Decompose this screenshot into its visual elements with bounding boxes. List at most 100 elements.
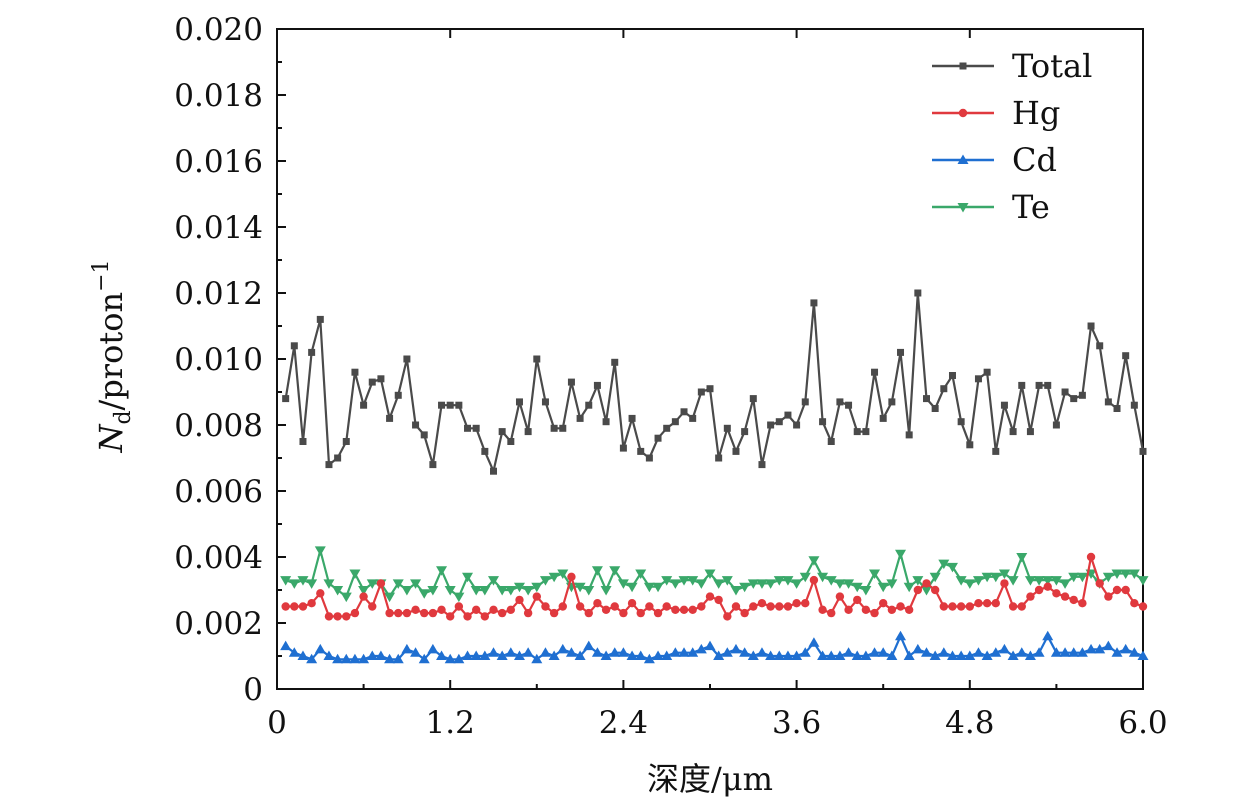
- x-axis-title: 深度/μm: [647, 760, 773, 798]
- data-point-hg: [463, 612, 472, 621]
- data-point-total: [871, 368, 879, 376]
- data-point-cd: [1016, 647, 1028, 657]
- data-point-te: [280, 576, 292, 586]
- data-point-hg: [446, 612, 455, 621]
- data-point-te: [453, 592, 465, 603]
- data-point-hg: [679, 605, 689, 614]
- data-point-te: [869, 569, 881, 579]
- data-point-hg: [801, 599, 810, 608]
- data-point-total: [342, 438, 350, 445]
- data-point-total: [619, 444, 627, 452]
- data-point-te: [817, 572, 829, 583]
- data-point-hg: [636, 608, 645, 618]
- data-point-te: [323, 579, 335, 589]
- data-point-te: [427, 586, 439, 596]
- data-point-cd: [990, 647, 1002, 657]
- series-total: [282, 289, 1147, 475]
- series-line-te: [285, 549, 1144, 598]
- data-point-cd: [869, 647, 881, 657]
- data-point-total: [420, 431, 428, 439]
- data-point-te: [635, 569, 647, 579]
- data-point-te: [1024, 576, 1036, 586]
- data-point-cd: [609, 647, 621, 657]
- data-point-total: [394, 391, 402, 399]
- data-point-te: [903, 582, 915, 593]
- data-point-cd: [1102, 640, 1114, 651]
- data-point-hg: [316, 589, 325, 598]
- data-point-cd: [392, 653, 404, 664]
- data-point-hg: [1000, 579, 1009, 588]
- data-point-total: [992, 447, 1000, 455]
- data-point-cd: [332, 653, 344, 664]
- data-point-cd: [548, 650, 560, 660]
- data-point-cd: [730, 643, 742, 654]
- data-point-hg: [489, 605, 498, 614]
- legend-label: Cd: [1012, 141, 1057, 179]
- data-point-total: [637, 447, 645, 455]
- data-point-total: [706, 385, 714, 393]
- data-point-cd: [964, 650, 976, 660]
- data-point-total: [403, 355, 411, 363]
- data-point-cd: [895, 630, 907, 641]
- data-point-te: [946, 562, 958, 573]
- data-point-te: [825, 576, 837, 586]
- data-point-total: [1052, 421, 1060, 429]
- data-point-cd: [531, 653, 543, 664]
- data-point-te: [782, 576, 794, 586]
- data-point-te: [643, 582, 655, 593]
- data-point-cd: [384, 653, 396, 664]
- data-point-cd: [297, 650, 309, 660]
- data-point-cd: [375, 650, 387, 660]
- data-point-total: [290, 342, 298, 350]
- data-point-hg: [1043, 582, 1052, 591]
- data-point-te: [990, 572, 1002, 583]
- data-point-cd: [401, 643, 413, 654]
- data-point-cd: [799, 647, 811, 657]
- data-point-hg: [835, 592, 845, 601]
- data-point-total: [897, 348, 905, 356]
- data-point-total: [1130, 401, 1138, 409]
- data-point-hg: [307, 599, 316, 608]
- x-tick-label: 0: [267, 705, 287, 741]
- data-point-total: [879, 414, 887, 422]
- data-point-cd: [643, 653, 655, 664]
- data-point-total: [966, 441, 974, 449]
- data-point-hg: [480, 612, 490, 621]
- data-point-cd: [1007, 650, 1019, 660]
- y-tick-label: 0.004: [174, 540, 263, 576]
- data-point-cd: [453, 653, 465, 664]
- data-point-te: [1068, 572, 1080, 583]
- data-point-cd: [998, 643, 1010, 654]
- data-point-hg: [939, 602, 949, 611]
- data-point-hg: [662, 602, 671, 611]
- data-point-total: [836, 398, 844, 406]
- data-point-te: [444, 586, 456, 596]
- data-point-cd: [306, 653, 318, 664]
- data-point-total: [1000, 401, 1008, 409]
- data-point-total: [438, 401, 446, 409]
- y-tick-label: 0.016: [174, 144, 263, 180]
- data-point-hg: [359, 592, 368, 601]
- data-point-total: [1078, 391, 1086, 399]
- data-point-te: [332, 586, 344, 596]
- data-point-total: [862, 428, 870, 436]
- data-point-te: [583, 586, 595, 596]
- x-axis: 0 1.2 2.4 3.6 4.8 6.0: [267, 29, 1168, 741]
- series-hg: [281, 552, 1148, 621]
- data-point-te: [1050, 576, 1062, 586]
- data-point-te: [479, 586, 491, 596]
- legend-item-te: Te: [932, 188, 1050, 226]
- data-point-hg: [368, 602, 377, 611]
- data-point-total: [386, 414, 394, 422]
- data-point-te: [773, 576, 785, 586]
- data-point-te: [418, 589, 430, 599]
- data-point-cd: [1128, 647, 1140, 657]
- data-point-cd: [652, 650, 664, 660]
- data-point-cd: [929, 650, 941, 660]
- data-point-total: [325, 461, 333, 469]
- data-point-te: [843, 579, 855, 589]
- data-point-te: [574, 582, 586, 593]
- data-point-te: [358, 586, 370, 596]
- y-axis-title-sub: d: [111, 410, 136, 424]
- data-point-total: [541, 398, 549, 406]
